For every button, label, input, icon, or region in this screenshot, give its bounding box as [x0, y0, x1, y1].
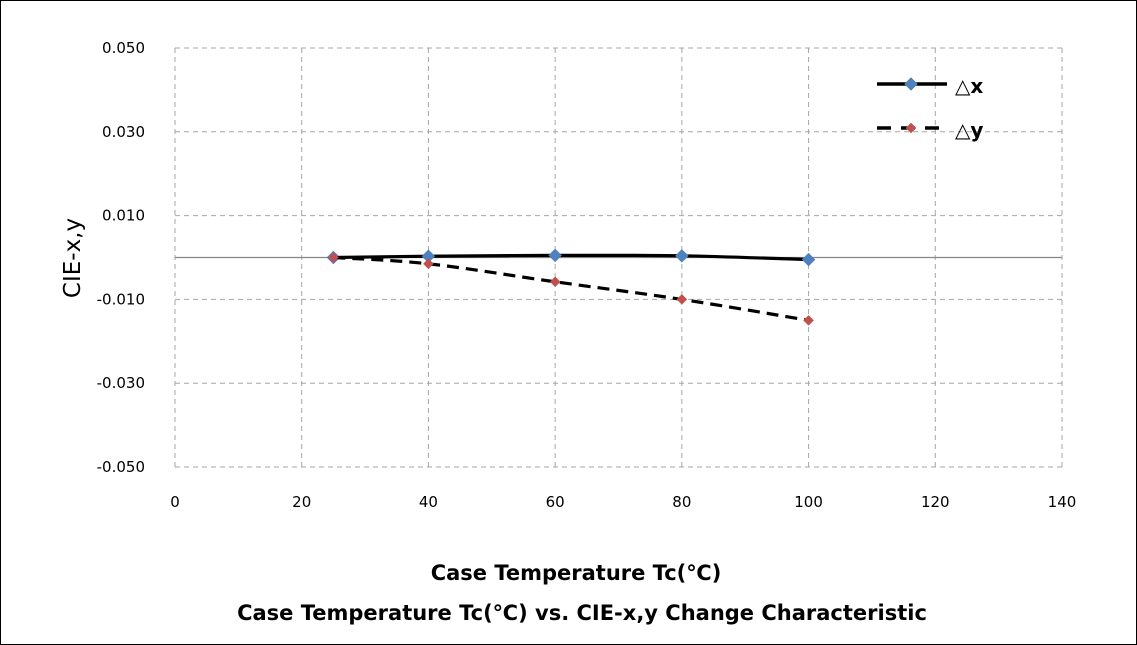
x-tick-label: 20	[292, 493, 311, 511]
series-dx-marker	[548, 248, 562, 263]
series-dy-marker	[549, 276, 561, 288]
series-dx-marker	[801, 252, 816, 267]
x-tick-label: 120	[921, 493, 950, 511]
series-dx-marker	[675, 248, 689, 263]
y-tick-label: 0.030	[102, 123, 145, 141]
legend-label-1: △y	[955, 118, 983, 142]
y-tick-label: -0.010	[97, 290, 145, 308]
x-tick-label: 140	[1048, 493, 1077, 511]
y-tick-label: -0.030	[97, 374, 145, 392]
series-dy-line	[333, 255, 809, 322]
y-tick-label: -0.050	[97, 458, 145, 476]
series-dy-marker	[803, 314, 814, 326]
x-tick-label: 0	[170, 493, 180, 511]
x-tick-label: 100	[794, 493, 823, 511]
y-tick-label: 0.010	[102, 207, 145, 225]
legend-marker-0	[904, 77, 918, 91]
legend: △x △y	[877, 74, 983, 142]
y-axis-label: CIE-x,y	[60, 218, 86, 298]
data-series	[326, 248, 816, 326]
chart-title: Case Temperature Tc(℃) vs. CIE-x,y Chang…	[237, 601, 927, 625]
series-dy-marker	[328, 252, 339, 263]
y-tick-label: 0.050	[102, 39, 145, 57]
legend-label-0: △x	[955, 74, 983, 98]
series-dy-marker	[676, 294, 688, 305]
x-tick-label: 80	[672, 493, 691, 511]
legend-marker-1	[905, 122, 917, 134]
tick-labels: 0 20 40 60 80 100 120 140 0.050 0.030 0.010 -0.010 -…	[97, 39, 1077, 511]
x-axis-label: Case Temperature Tc(℃)	[431, 561, 722, 585]
series-dy-marker	[423, 258, 434, 270]
x-tick-label: 60	[546, 493, 565, 511]
x-tick-label: 40	[419, 493, 438, 511]
